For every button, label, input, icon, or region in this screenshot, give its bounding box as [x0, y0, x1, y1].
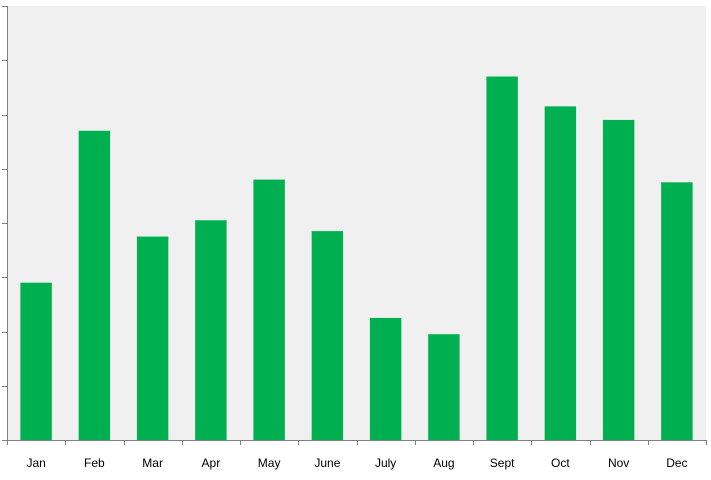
x-tick-label: July [375, 456, 396, 470]
x-axis-ticks [7, 440, 707, 445]
bar-aug [428, 334, 460, 440]
y-axis-ticks [2, 6, 7, 441]
plot-area [7, 6, 706, 440]
x-tick-label: Mar [142, 456, 163, 470]
x-tick-label: June [314, 456, 340, 470]
bar-sept [486, 76, 518, 441]
x-tick-label: Sept [490, 456, 515, 470]
bar-may [253, 179, 285, 440]
bar-series [20, 76, 693, 441]
x-tick-label: Nov [608, 456, 629, 470]
x-tick-label: May [258, 456, 281, 470]
x-tick-label: Feb [84, 456, 105, 470]
bar-june [311, 231, 344, 440]
bar-mar [136, 236, 169, 440]
bar-nov [602, 119, 635, 441]
x-tick-label: Oct [551, 456, 570, 470]
x-tick-label: Apr [202, 456, 221, 470]
bar-jan [20, 282, 52, 440]
bar-dec [661, 182, 693, 440]
x-tick-label: Aug [433, 456, 454, 470]
x-axis-labels: Jan Feb Mar Apr May June July Aug Sept Oct Nov Dec [26, 456, 687, 470]
bar-july [369, 317, 402, 440]
bar-apr [195, 220, 227, 440]
x-tick-label: Dec [666, 456, 687, 470]
x-tick-label: Jan [26, 456, 45, 470]
bar-oct [544, 106, 577, 441]
bar-feb [78, 130, 111, 440]
